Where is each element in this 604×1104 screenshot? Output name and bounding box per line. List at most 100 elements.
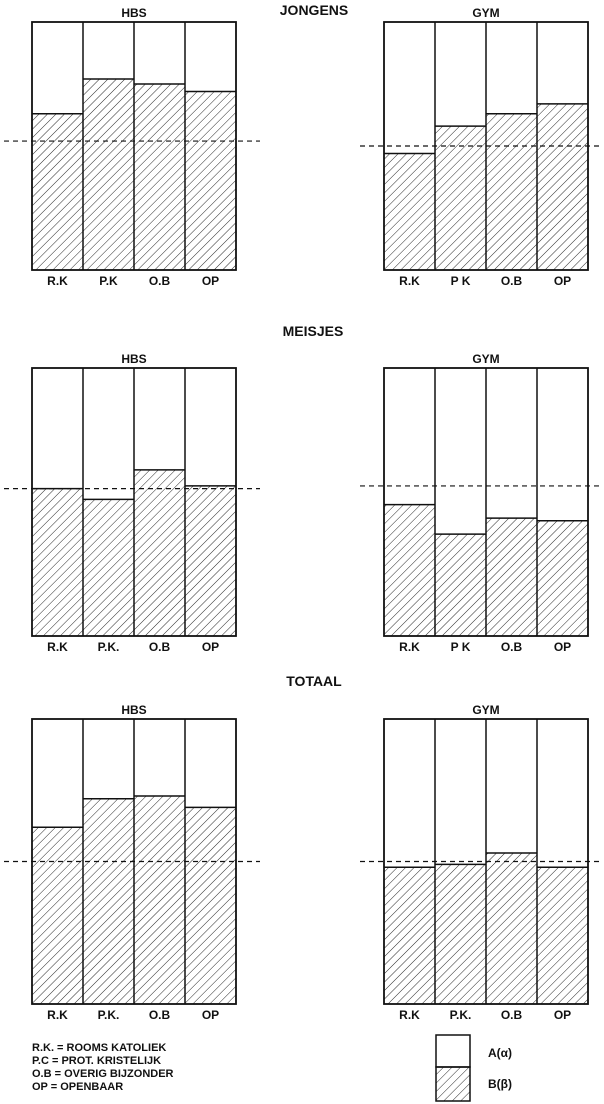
bar-a-segment <box>486 368 537 519</box>
legend-label-b: B(β) <box>488 1077 512 1091</box>
bar-a-segment <box>537 719 588 868</box>
bar-a-segment <box>486 719 537 853</box>
tick-label: R.K <box>47 274 68 288</box>
panel-totaal-gym: R.K P.K. O.B OP GYM <box>360 703 600 1022</box>
bar-a-segment <box>537 22 588 104</box>
panel-meisjes-gym: R.K P K O.B OP GYM <box>360 352 600 654</box>
bar-b-segment <box>134 469 185 636</box>
tick-label: O.B <box>149 640 171 654</box>
tick-label: O.B <box>501 274 523 288</box>
legend-key-pc: P.C = PROT. KRISTELIJK <box>32 1055 161 1067</box>
series-legend: A(α) B(β) <box>435 1034 512 1102</box>
bar-a-segment <box>32 368 83 489</box>
bar-a-segment <box>537 368 588 521</box>
legend-swatch-b <box>435 1066 471 1102</box>
tick-label: O.B <box>149 1008 171 1022</box>
panel-jongens-gym: R.K P K O.B OP GYM <box>360 6 600 288</box>
bar-a-segment <box>134 368 185 470</box>
bar-a-segment <box>32 22 83 114</box>
panel-title: HBS <box>121 352 146 366</box>
bar-a-segment <box>486 22 537 114</box>
legend-label-a: A(α) <box>488 1046 512 1060</box>
bar-b-segment <box>435 534 486 636</box>
bar-a-segment <box>384 719 435 868</box>
panel-totaal-hbs: R.K P.K. O.B OP HBS <box>4 703 260 1022</box>
bar-a-segment <box>134 22 185 84</box>
bar-b-segment <box>486 852 537 1004</box>
panel-title: GYM <box>472 703 499 717</box>
bar-a-segment <box>435 22 486 127</box>
bar-a-segment <box>384 22 435 154</box>
panel-frame <box>383 367 589 637</box>
bar-a-segment <box>83 719 134 799</box>
panel-jongens-hbs: R.K P.K O.B OP HBS <box>4 6 260 288</box>
bar-b-segment <box>83 798 134 1004</box>
tick-label: O.B <box>501 640 523 654</box>
bar-b-segment <box>384 504 435 636</box>
tick-label: P.K. <box>98 640 120 654</box>
bar-a-segment <box>83 368 134 500</box>
tick-label: R.K <box>47 640 68 654</box>
bar-b-segment <box>537 520 588 636</box>
bar-b-segment <box>134 84 185 270</box>
bar-a-segment <box>32 719 83 828</box>
bar-b-segment <box>384 153 435 270</box>
tick-label: OP <box>202 1008 219 1022</box>
bar-b-segment <box>32 113 83 270</box>
tick-label: O.B <box>501 1008 523 1022</box>
legend-key-op: OP = OPENBAAR <box>32 1081 123 1093</box>
bar-a-segment <box>384 368 435 505</box>
tick-label: P K <box>451 640 471 654</box>
bar-a-segment <box>134 719 185 796</box>
bar-b-segment <box>384 867 435 1004</box>
legend-swatch-a <box>435 1034 471 1068</box>
bar-b-segment <box>32 827 83 1004</box>
tick-label: R.K <box>47 1008 68 1022</box>
tick-label: OP <box>202 274 219 288</box>
tick-label: OP <box>554 274 571 288</box>
tick-label: OP <box>554 640 571 654</box>
panel-frame <box>31 367 237 637</box>
tick-label: O.B <box>149 274 171 288</box>
bar-a-segment <box>435 368 486 535</box>
abbreviation-legend: R.K. = ROOMS KATOLIEK P.C = PROT. KRISTE… <box>32 1042 174 1093</box>
bar-b-segment <box>486 113 537 270</box>
panel-frame <box>31 21 237 271</box>
bar-b-segment <box>435 864 486 1004</box>
bar-b-segment <box>134 795 185 1004</box>
bar-b-segment <box>185 485 236 636</box>
tick-label: OP <box>202 640 219 654</box>
tick-label: R.K <box>399 274 420 288</box>
group-title-meisjes: MEISJES <box>283 323 344 339</box>
bar-b-segment <box>537 867 588 1004</box>
bar-a-segment <box>185 22 236 92</box>
panel-title: HBS <box>121 703 146 717</box>
bar-a-segment <box>83 22 134 80</box>
panel-title: GYM <box>472 352 499 366</box>
bar-b-segment <box>537 103 588 270</box>
tick-label: P.K. <box>450 1008 472 1022</box>
tick-label: P.K <box>99 274 118 288</box>
bar-a-segment <box>185 368 236 486</box>
tick-label: P.K. <box>98 1008 120 1022</box>
bar-b-segment <box>435 126 486 270</box>
bar-b-segment <box>83 79 134 270</box>
legend-key-rk: R.K. = ROOMS KATOLIEK <box>32 1042 166 1054</box>
tick-label: OP <box>554 1008 571 1022</box>
bar-a-segment <box>435 719 486 865</box>
bar-b-segment <box>185 91 236 270</box>
bar-b-segment <box>185 807 236 1004</box>
legend-key-ob: O.B = OVERIG BIJZONDER <box>32 1068 174 1080</box>
bar-a-segment <box>185 719 236 808</box>
chart-panels: R.K P.K O.B OP HBS R.K P K O.B OP GYM R.K P.K. O.B OP… <box>4 6 600 1022</box>
group-title-totaal: TOTAAL <box>286 673 342 689</box>
bar-b-segment <box>32 488 83 636</box>
tick-label: R.K <box>399 1008 420 1022</box>
panel-meisjes-hbs: R.K P.K. O.B OP HBS <box>4 352 260 654</box>
panel-title: HBS <box>121 6 146 20</box>
group-title-jongens: JONGENS <box>280 2 348 18</box>
bar-b-segment <box>83 499 134 636</box>
tick-label: R.K <box>399 640 420 654</box>
panel-title: GYM <box>472 6 499 20</box>
